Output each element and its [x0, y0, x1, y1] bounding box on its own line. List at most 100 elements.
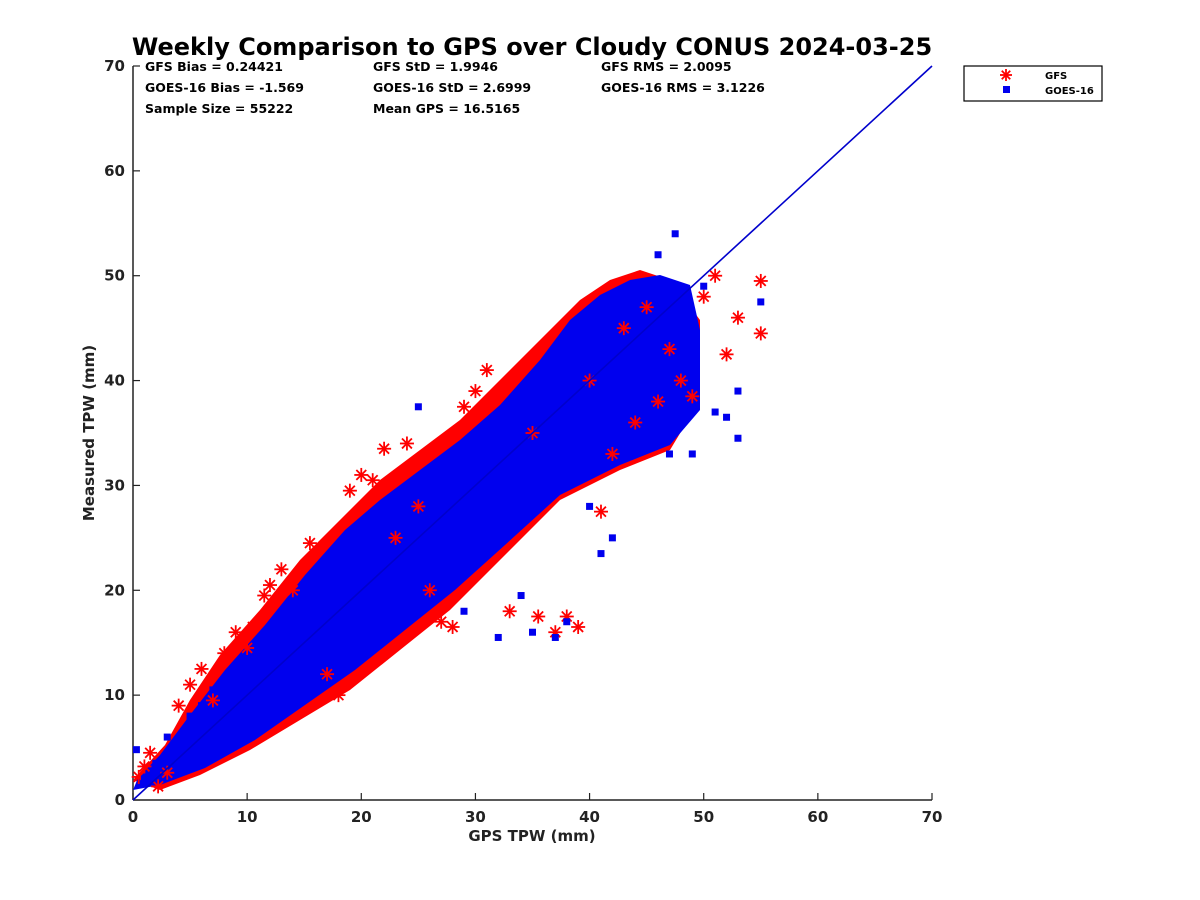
goes-cloud: [133, 275, 700, 790]
goes-16-point: [688, 450, 696, 458]
stat-goes-std: GOES-16 StD = 2.6999: [373, 80, 531, 95]
goes-16-point: [654, 251, 662, 259]
goes-16-point: [734, 387, 742, 395]
x-tick-label: 50: [693, 808, 714, 826]
goes-16-point: [357, 565, 365, 573]
goes-16-point: [163, 733, 171, 741]
gfs-point: [662, 342, 677, 357]
legend: GFS GOES-16: [963, 65, 1103, 102]
goes-16-point: [700, 282, 708, 290]
goes-16-point: [671, 230, 679, 238]
gfs-point: [502, 604, 517, 619]
gfs-point: [696, 289, 711, 304]
goes-16-point: [266, 681, 274, 689]
stat-gfs-bias: GFS Bias = 0.24421: [145, 59, 283, 74]
goes-16-point: [460, 607, 468, 615]
gfs-point: [605, 446, 620, 461]
goes-16-point: [232, 670, 240, 678]
goes-16-point: [517, 592, 525, 600]
stat-goes-rms: GOES-16 RMS = 3.1226: [601, 80, 765, 95]
density-cloud: [133, 270, 700, 790]
goes-16-point: [403, 534, 411, 542]
x-tick-label: 0: [128, 808, 138, 826]
goes-16-point: [175, 744, 183, 752]
goes-16-point: [620, 314, 628, 322]
gfs-point: [137, 759, 152, 774]
y-tick-label: 40: [104, 372, 125, 390]
goes-16-point: [665, 450, 673, 458]
gfs-point: [217, 646, 232, 661]
y-tick-label: 20: [104, 581, 125, 599]
gfs-point: [673, 373, 688, 388]
stats-block: GFS Bias = 0.24421 GFS StD = 1.9946 GFS …: [145, 59, 765, 116]
goes-16-point: [723, 413, 731, 421]
y-tick-label: 10: [104, 686, 125, 704]
goes-16-point: [631, 345, 639, 353]
x-tick-label: 10: [237, 808, 258, 826]
x-tick-label: 70: [922, 808, 943, 826]
gfs-point: [257, 588, 272, 603]
gfs-point: [171, 698, 186, 713]
gfs-point: [388, 530, 403, 545]
legend-goes-marker: [1003, 86, 1010, 93]
gfs-point: [342, 483, 357, 498]
y-tick-label: 0: [115, 791, 125, 809]
y-axis-label: Measured TPW (mm): [80, 345, 98, 521]
gfs-point: [377, 441, 392, 456]
goes-16-point: [152, 759, 160, 767]
stat-gfs-std: GFS StD = 1.9946: [373, 59, 498, 74]
gfs-point: [320, 667, 335, 682]
gfs-point: [639, 300, 654, 315]
x-tick-group: 0 10 20 30 40 50 60 70: [128, 793, 943, 826]
goes-16-point: [574, 398, 582, 406]
goes-16-point: [414, 403, 422, 411]
gfs-point: [245, 619, 260, 634]
gfs-point: [302, 536, 317, 551]
goes-16-point: [586, 502, 594, 510]
goes-16-point: [449, 481, 457, 489]
gfs-point: [354, 467, 369, 482]
gfs-point: [194, 661, 209, 676]
x-tick-label: 30: [465, 808, 486, 826]
gfs-point: [531, 609, 546, 624]
goes-16-point: [289, 639, 297, 647]
goes-16-point: [563, 618, 571, 626]
gfs-point: [468, 384, 483, 399]
y-tick-group: 0 10 20 30 40 50 60 70: [104, 57, 140, 809]
x-axis-label: GPS TPW (mm): [468, 827, 595, 845]
goes-16-point: [551, 633, 559, 641]
gfs-point: [331, 688, 346, 703]
gfs-point: [753, 273, 768, 288]
gfs-point: [651, 394, 666, 409]
gfs-point: [616, 321, 631, 336]
goes-16-point: [209, 686, 217, 694]
gfs-point: [730, 310, 745, 325]
gfs-point: [151, 779, 166, 794]
goes-16-point: [757, 298, 765, 306]
legend-gfs-asterisk: [1000, 69, 1012, 81]
gfs-point: [719, 347, 734, 362]
gfs-point: [479, 363, 494, 378]
goes-16-point: [608, 534, 616, 542]
goes-16-point: [734, 434, 742, 442]
x-tick-label: 40: [579, 808, 600, 826]
y-tick-label: 50: [104, 267, 125, 285]
gfs-point: [365, 473, 380, 488]
goes-16-point: [197, 702, 205, 710]
chart-title: Weekly Comparison to GPS over Cloudy CON…: [132, 33, 932, 61]
y-tick-label: 70: [104, 57, 125, 75]
goes-16-point: [471, 460, 479, 468]
legend-gfs-marker: [1000, 69, 1012, 81]
gfs-point: [593, 504, 608, 519]
legend-goes-label: GOES-16: [1045, 86, 1094, 97]
gfs-point: [399, 436, 414, 451]
goes-16-point: [711, 408, 719, 416]
gfs-point: [445, 619, 460, 634]
stat-gfs-rms: GFS RMS = 2.0095: [601, 59, 732, 74]
series-goes-16: [132, 230, 765, 783]
gfs-point: [628, 415, 643, 430]
gfs-point: [205, 693, 220, 708]
stat-goes-bias: GOES-16 Bias = -1.569: [145, 80, 304, 95]
goes-16-point: [529, 628, 536, 636]
gfs-point: [274, 562, 289, 577]
